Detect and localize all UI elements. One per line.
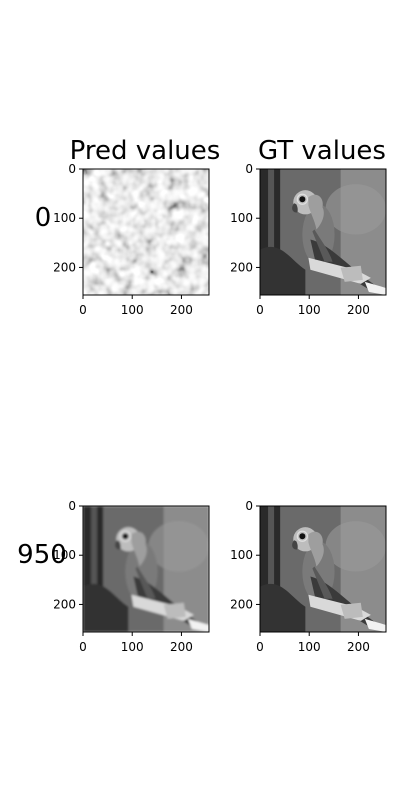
y-tick-label: 100 bbox=[53, 211, 76, 225]
y-tick-label: 100 bbox=[230, 211, 253, 225]
y-tick-label: 200 bbox=[230, 260, 253, 274]
x-tick-label: 0 bbox=[79, 303, 87, 317]
axes-layer: 0 100 200 0 100 200 0 100 200 0 100 200 0 100 200 0 100 2… bbox=[53, 162, 370, 654]
panel-gt-row950 bbox=[259, 505, 387, 633]
x-tick-label: 200 bbox=[347, 640, 370, 654]
y-tick-label: 100 bbox=[53, 548, 76, 562]
panel-gt-row0 bbox=[259, 168, 387, 296]
row-label-0: 0 bbox=[35, 203, 52, 233]
x-tick-label: 200 bbox=[170, 303, 193, 317]
x-tick-label: 200 bbox=[347, 303, 370, 317]
x-tick-label: 100 bbox=[298, 640, 321, 654]
x-tick-label: 0 bbox=[79, 640, 87, 654]
panel-pred-row950-frame bbox=[82, 505, 210, 633]
panel-gt-row950-image bbox=[260, 506, 386, 632]
panel-pred-row950-image bbox=[83, 506, 209, 632]
x-tick-label: 100 bbox=[121, 640, 144, 654]
x-tick-label: 200 bbox=[170, 640, 193, 654]
panel-pred-row0-image bbox=[83, 169, 209, 295]
column-title-pred: Pred values bbox=[70, 136, 221, 166]
panel-pred-row0-frame bbox=[82, 168, 210, 296]
column-title-gt: GT values bbox=[258, 136, 386, 166]
x-tick-label: 0 bbox=[256, 640, 264, 654]
panel-pred-row950 bbox=[82, 505, 210, 633]
x-tick-label: 100 bbox=[121, 303, 144, 317]
y-tick-label: 100 bbox=[230, 548, 253, 562]
panel-gt-row0-image bbox=[260, 169, 386, 295]
y-tick-label: 0 bbox=[245, 162, 253, 176]
y-tick-label: 0 bbox=[68, 162, 76, 176]
y-tick-label: 200 bbox=[53, 597, 76, 611]
y-tick-label: 200 bbox=[230, 597, 253, 611]
panel-gt-row950-frame bbox=[259, 505, 387, 633]
y-tick-label: 0 bbox=[245, 499, 253, 513]
row-label-950: 950 bbox=[17, 540, 67, 570]
panel-gt-row0-frame bbox=[259, 168, 387, 296]
panel-pred-row0 bbox=[82, 168, 210, 296]
y-tick-label: 0 bbox=[68, 499, 76, 513]
x-tick-label: 100 bbox=[298, 303, 321, 317]
y-tick-label: 200 bbox=[53, 260, 76, 274]
x-tick-label: 0 bbox=[256, 303, 264, 317]
